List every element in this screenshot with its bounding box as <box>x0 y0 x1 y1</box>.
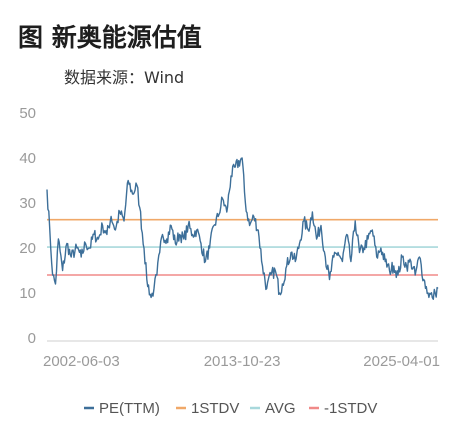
y-tick-label: 50 <box>19 105 36 122</box>
pe-ttm-line <box>46 157 439 300</box>
y-tick-label: 30 <box>19 195 36 212</box>
pe-series <box>46 157 439 300</box>
x-tick-label: 2025-04-01 <box>363 353 440 370</box>
x-tick-label: 2002-06-03 <box>43 353 120 370</box>
x-tick-label: 2013-10-23 <box>204 353 281 370</box>
y-tick-label: 10 <box>19 285 36 302</box>
legend-item-1stdv-label: 1STDV <box>191 400 239 417</box>
legend-item-pe-ttm-label: PE(TTM) <box>99 400 160 417</box>
y-tick-label: 20 <box>19 240 36 257</box>
x-axis: 2002-06-03 2013-10-23 2025-04-01 <box>43 340 440 370</box>
legend-item-minus-1stdv-label: -1STDV <box>324 400 377 417</box>
y-tick-label: 0 <box>28 330 36 347</box>
chart-title: 图 新奥能源估值 <box>18 23 202 52</box>
y-tick-label: 40 <box>19 150 36 167</box>
data-source-label: 数据来源：Wind <box>64 68 185 87</box>
y-axis: 0 10 20 30 40 50 <box>19 105 36 347</box>
legend: PE(TTM) 1STDV AVG -1STDV <box>84 400 377 417</box>
legend-item-avg-label: AVG <box>265 400 296 417</box>
reference-lines <box>47 218 438 276</box>
